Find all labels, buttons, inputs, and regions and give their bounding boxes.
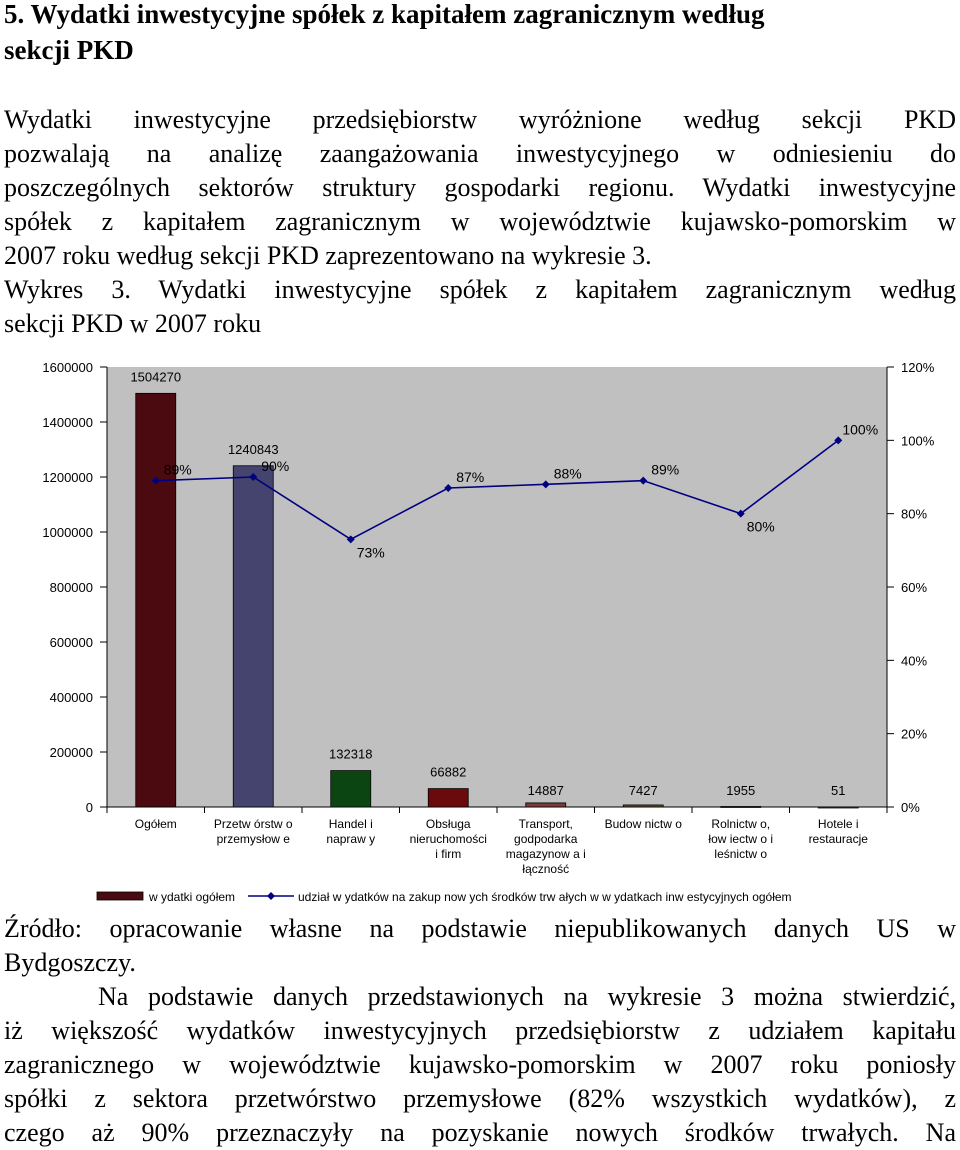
category-label: Transport, <box>519 817 573 831</box>
right-tick-label: 80% <box>901 507 927 522</box>
category-label: magazynow a i <box>506 847 586 861</box>
line-marker <box>151 476 160 485</box>
line-marker <box>834 436 843 445</box>
source-line: Źródło: opracowanie własne na podstawie … <box>4 914 956 943</box>
line-value-label: 80% <box>747 519 775 535</box>
legend-bar-swatch <box>96 891 144 901</box>
plot-area <box>107 367 887 807</box>
left-tick-label: 1000000 <box>42 525 93 540</box>
share-line <box>155 439 839 541</box>
legend-line-marker <box>267 892 275 900</box>
paragraph-line: Wydatki inwestycyjne przedsiębiorstw wyr… <box>4 105 956 134</box>
right-tick-label: 120% <box>901 360 935 375</box>
line-value-label: 88% <box>554 465 582 481</box>
section-number: 5. <box>4 0 25 29</box>
line-value-label: 87% <box>456 469 484 485</box>
paragraph-line: zagranicznego w województwie kujawsko-po… <box>4 1050 956 1079</box>
paragraph-line: spółki z sektora przetwórstwo przemysłow… <box>4 1084 956 1113</box>
paragraph-line: czego aż 90% przeznaczyły na pozyskanie … <box>4 1118 956 1147</box>
left-tick-label: 600000 <box>50 635 93 650</box>
paragraph-line: spółek z kapitałem zagranicznym w wojewó… <box>4 207 956 236</box>
left-tick-label: 1400000 <box>42 415 93 430</box>
legend-line-label: udział w ydatków na zakup now ych środkó… <box>298 890 792 904</box>
category-label: Przetw órstw o <box>214 817 293 831</box>
source-note: Źródło: opracowanie własne na podstawie … <box>4 912 956 980</box>
legend-bar-label: w ydatki ogółem <box>148 890 235 904</box>
bar <box>525 802 567 808</box>
bar-value-label: 51 <box>831 783 845 798</box>
bar-value-label: 14887 <box>528 783 564 798</box>
category-label: Budow nictw o <box>605 817 683 831</box>
bar <box>135 392 177 808</box>
category-label: Hotele i <box>818 817 859 831</box>
category-label: przemysłow e <box>217 832 291 846</box>
line-value-label: 90% <box>261 458 289 474</box>
paragraph-line: Na podstawie danych przedstawionych na w… <box>98 982 956 1011</box>
category-label: Handel i <box>329 817 373 831</box>
category-label: napraw y <box>326 832 375 846</box>
category-label: Rolnictw o, <box>711 817 770 831</box>
line-value-label: 100% <box>842 421 878 437</box>
intro-paragraph: Wydatki inwestycyjne przedsiębiorstw wyr… <box>4 103 956 273</box>
bar-value-label: 132318 <box>329 747 372 762</box>
category-label: godpodarka <box>514 832 578 846</box>
bar <box>817 806 859 809</box>
bar <box>330 770 372 808</box>
caption-line: sekcji PKD w 2007 roku <box>4 309 262 338</box>
analysis-paragraph: Na podstawie danych przedstawionych na w… <box>4 980 956 1150</box>
bar-value-label: 1504270 <box>130 369 181 384</box>
left-tick-label: 0 <box>86 800 93 815</box>
paragraph-line: 2007 roku według sekcji PKD zaprezentowa… <box>4 241 652 270</box>
section-title-line-1: Wydatki inwestycyjne spółek z kapitałem … <box>30 0 765 29</box>
line-marker <box>346 535 355 544</box>
right-tick-label: 100% <box>901 433 935 448</box>
source-line: Bydgoszczy. <box>4 948 136 977</box>
category-label: łow iectw o i <box>708 832 773 846</box>
line-marker <box>249 473 258 481</box>
right-tick-label: 40% <box>901 653 927 668</box>
right-tick-label: 0% <box>901 800 920 815</box>
section-heading: 5. Wydatki inwestycyjne spółek z kapitał… <box>4 0 956 68</box>
category-label: nieruchomości <box>410 832 487 846</box>
line-marker <box>541 480 550 489</box>
section-title-line-2: sekcji PKD <box>4 35 134 65</box>
left-tick-label: 200000 <box>50 745 93 760</box>
left-tick-label: 1600000 <box>42 360 93 375</box>
bar-value-label: 1240843 <box>228 442 279 457</box>
bar-value-label: 7427 <box>629 783 658 798</box>
category-label: łączność <box>522 862 569 876</box>
caption-line: Wykres 3. Wydatki inwestycyjne spółek z … <box>4 275 956 304</box>
paragraph-line: iż większość wydatków inwestycyjnych prz… <box>4 1016 956 1045</box>
paragraph-line: pozwalają na analizę zaangażowania inwes… <box>4 139 956 168</box>
category-label: restauracje <box>809 832 869 846</box>
line-marker <box>639 476 648 485</box>
line-value-label: 89% <box>164 462 192 478</box>
line-marker <box>444 484 453 492</box>
category-label: i firm <box>435 847 461 861</box>
left-tick-label: 800000 <box>50 580 93 595</box>
chart-caption: Wykres 3. Wydatki inwestycyjne spółek z … <box>4 273 956 341</box>
left-tick-label: 1200000 <box>42 470 93 485</box>
right-tick-label: 20% <box>901 727 927 742</box>
bar-value-label: 66882 <box>430 765 466 780</box>
bar <box>232 465 274 808</box>
bar <box>720 806 762 808</box>
category-label: Ogółem <box>135 817 177 831</box>
investment-chart: 0 200000 400000 600000 800000 1000000 1200000 1… <box>42 360 935 904</box>
line-marker <box>736 509 745 518</box>
bar-value-label: 1955 <box>726 783 755 798</box>
bar <box>427 788 469 808</box>
category-label: leśnictw o <box>714 847 767 861</box>
line-value-label: 73% <box>357 544 385 560</box>
left-tick-label: 400000 <box>50 690 93 705</box>
paragraph-line: poszczególnych sektorów struktury gospod… <box>4 173 956 202</box>
right-tick-label: 60% <box>901 580 927 595</box>
line-value-label: 89% <box>651 462 679 478</box>
category-label: Obsługa <box>426 817 471 831</box>
bar <box>622 804 664 808</box>
